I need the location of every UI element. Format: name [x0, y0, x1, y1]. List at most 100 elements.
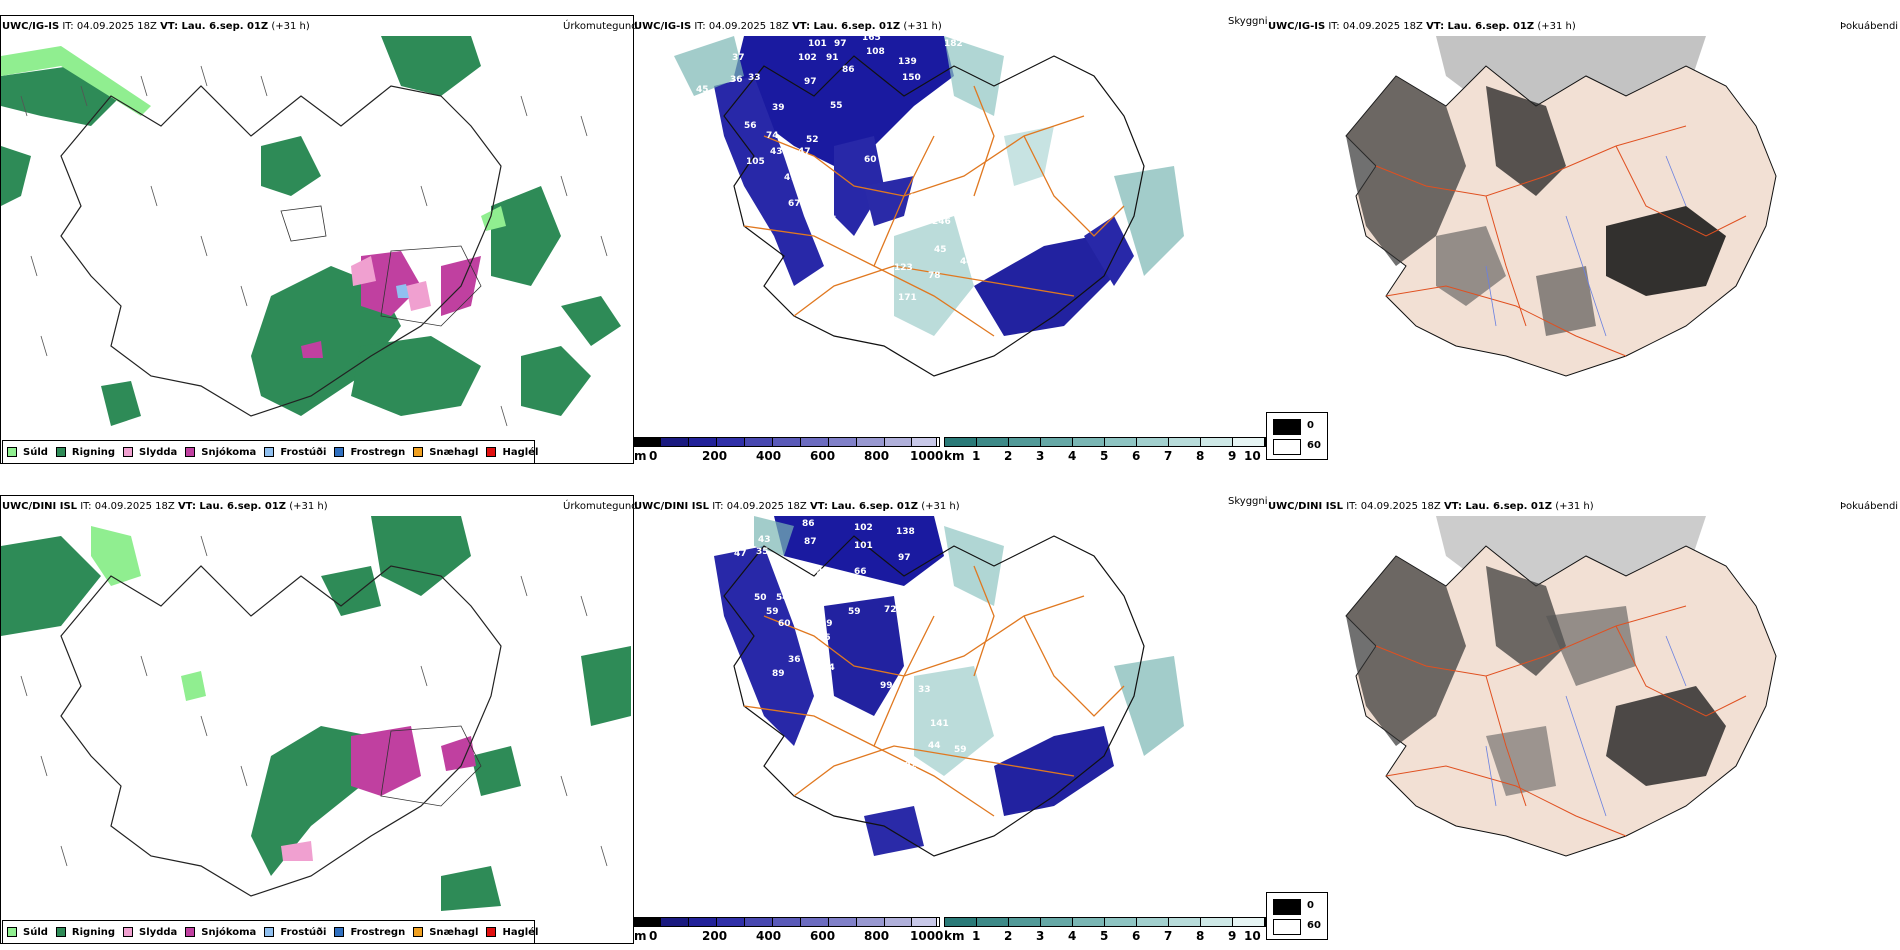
- legend-label: Haglél: [502, 926, 539, 938]
- cbar-cell: [1137, 438, 1169, 446]
- cloud-base-label: 42: [992, 709, 1005, 719]
- cloud-base-label: 138: [896, 527, 915, 537]
- panel-header: UWC/DINI ISL IT: 04.09.2025 18Z VT: Lau.…: [634, 501, 960, 512]
- cbar-tick: 4: [1068, 449, 1077, 463]
- legend-label: Snæhagl: [429, 446, 479, 458]
- fog-legend-value: 60: [1307, 440, 1321, 451]
- rain-area: [351, 336, 481, 416]
- legend-item-snaehagl: Snæhagl: [413, 447, 478, 458]
- sleet-area: [281, 841, 313, 861]
- cbar-unit: m: [634, 929, 647, 943]
- fog-shading: [1486, 86, 1566, 196]
- drizzle-area: [91, 526, 141, 586]
- cbar-tick: 1: [972, 929, 981, 943]
- legend-label: Súld: [23, 926, 48, 938]
- rain-area: [441, 866, 501, 911]
- cloud-base-label: 46: [818, 633, 831, 643]
- cbar-tick: 800: [864, 929, 890, 943]
- fog-index-map: [1345, 516, 1777, 857]
- cbar-cell: [829, 918, 857, 926]
- cloud-base-label: 182: [944, 39, 963, 49]
- cbar-tick: 400: [756, 929, 782, 943]
- cbar-cell: [801, 918, 829, 926]
- fog-index-panel: UWC/DINI ISL IT: 04.09.2025 18Z VT: Lau.…: [1266, 480, 1900, 950]
- lead-time: (+31 h): [289, 501, 328, 512]
- legend-swatch: [123, 447, 134, 457]
- legend-label: Slydda: [139, 446, 178, 458]
- legend-swatch: [7, 927, 17, 937]
- cloud-base-label: 60: [864, 155, 877, 165]
- legend-item-slydda: Slydda: [123, 927, 177, 938]
- fog-shading: [1436, 226, 1506, 306]
- snow-area: [361, 251, 421, 316]
- cbar-tick: 800: [864, 449, 890, 463]
- cbar-tick: 7: [1164, 449, 1173, 463]
- low-cloud-area: [734, 36, 954, 166]
- cloud-base-label: 246: [932, 217, 951, 227]
- cloud-base-label: 52: [806, 135, 819, 145]
- low-cloud-area: [864, 806, 924, 856]
- coastline: [60, 565, 502, 897]
- visibility-colorbar-labels: km 1 2 3 4 5 6 7 8 9 10: [944, 449, 1264, 463]
- cloud-base-label: 78: [928, 271, 941, 281]
- vt-label: VT: Lau. 6.sep. 01Z: [1426, 21, 1535, 32]
- cloud-base-label: 36: [730, 75, 743, 85]
- cbar-cell: [945, 438, 977, 446]
- cbar-tick: 600: [810, 929, 836, 943]
- cloud-base-labels: 86 102 138 43 87 101 47 35 32 66 97 50 54 59 39 59 72 72 6…: [734, 519, 1011, 813]
- legend-swatch: [185, 447, 196, 457]
- legend-item-frostregn: Frostregn: [334, 927, 405, 938]
- legend-label: Haglél: [502, 446, 539, 458]
- cloud-base-label: 48: [980, 247, 993, 257]
- cbar-cell: [689, 918, 717, 926]
- rain-area: [321, 566, 381, 616]
- cbar-tick: 2: [1004, 449, 1013, 463]
- legend-swatch: [413, 447, 424, 457]
- it-value: 04.09.2025 18Z: [726, 501, 807, 512]
- cloud-base-label: 36: [788, 655, 801, 665]
- cloud-base-label: 112: [870, 779, 889, 789]
- cloud-base-label: 165: [862, 36, 881, 43]
- rain-area: [581, 646, 631, 726]
- vt-label: VT: Lau. 6.sep. 01Z: [177, 501, 287, 512]
- rain-area: [1, 536, 101, 636]
- it-label: IT:: [62, 21, 74, 32]
- fog-shading: [1486, 566, 1566, 676]
- fog-shading: [1486, 726, 1556, 796]
- cbar-tick: 4: [1068, 929, 1077, 943]
- low-cloud-area: [974, 236, 1114, 336]
- cbar-cell: [689, 438, 717, 446]
- cloud-base-label: 74: [766, 131, 779, 141]
- panel-header: UWC/DINI ISL IT: 04.09.2025 18Z VT: Lau.…: [1268, 501, 1594, 512]
- visibility-colorbar-track: [944, 917, 1266, 927]
- forecast-row-ig-is: UWC/IG-IS IT: 04.09.2025 18Z VT: Lau. 6.…: [0, 0, 1900, 470]
- fog-index-title: Þokuábendi: [1840, 21, 1899, 32]
- cloud-base-label: 105: [746, 157, 765, 167]
- cbar-cell: [773, 438, 801, 446]
- forecast-row-dini-isl: UWC/DINI ISL IT: 04.09.2025 18Z VT: Lau.…: [0, 480, 1900, 950]
- cbar-cell: [801, 438, 829, 446]
- cbar-tick: 1000: [910, 449, 944, 463]
- rivers: [1485, 635, 1687, 817]
- cloud-base-panel: UWC/IG-IS IT: 04.09.2025 18Z VT: Lau. 6.…: [634, 0, 1268, 470]
- cloud-base-label: 91: [826, 53, 839, 63]
- cloud-base-label: 62: [854, 777, 867, 787]
- visibility-colorbar-labels: km 1 2 3 4 5 6 7 8 9 10: [944, 929, 1264, 943]
- legend-label: Súld: [23, 446, 48, 458]
- snow-area: [301, 341, 323, 358]
- legend-item-snjokoma: Snjókoma: [185, 927, 256, 938]
- legend-swatch: [55, 447, 66, 457]
- cloud-base-label: 139: [898, 57, 917, 67]
- rain-area: [471, 746, 521, 796]
- cloud-base-label: 99: [880, 681, 893, 691]
- fog-legend-swatch: [1273, 899, 1301, 915]
- it-label: IT:: [80, 501, 92, 512]
- height-colorbar-labels: m 0 200 400 600 800 1000: [634, 929, 944, 943]
- cbar-cell: [1105, 918, 1137, 926]
- fog-index-panel: UWC/IG-IS IT: 04.09.2025 18Z VT: Lau. 6.…: [1266, 0, 1900, 470]
- precip-type-title: Úrkomutegund: [563, 501, 638, 512]
- fog-shading: [1546, 606, 1636, 686]
- fog-legend-swatch: [1273, 419, 1301, 435]
- cloud-base-label: 101: [854, 541, 873, 551]
- cloud-base-label: 86: [802, 519, 815, 529]
